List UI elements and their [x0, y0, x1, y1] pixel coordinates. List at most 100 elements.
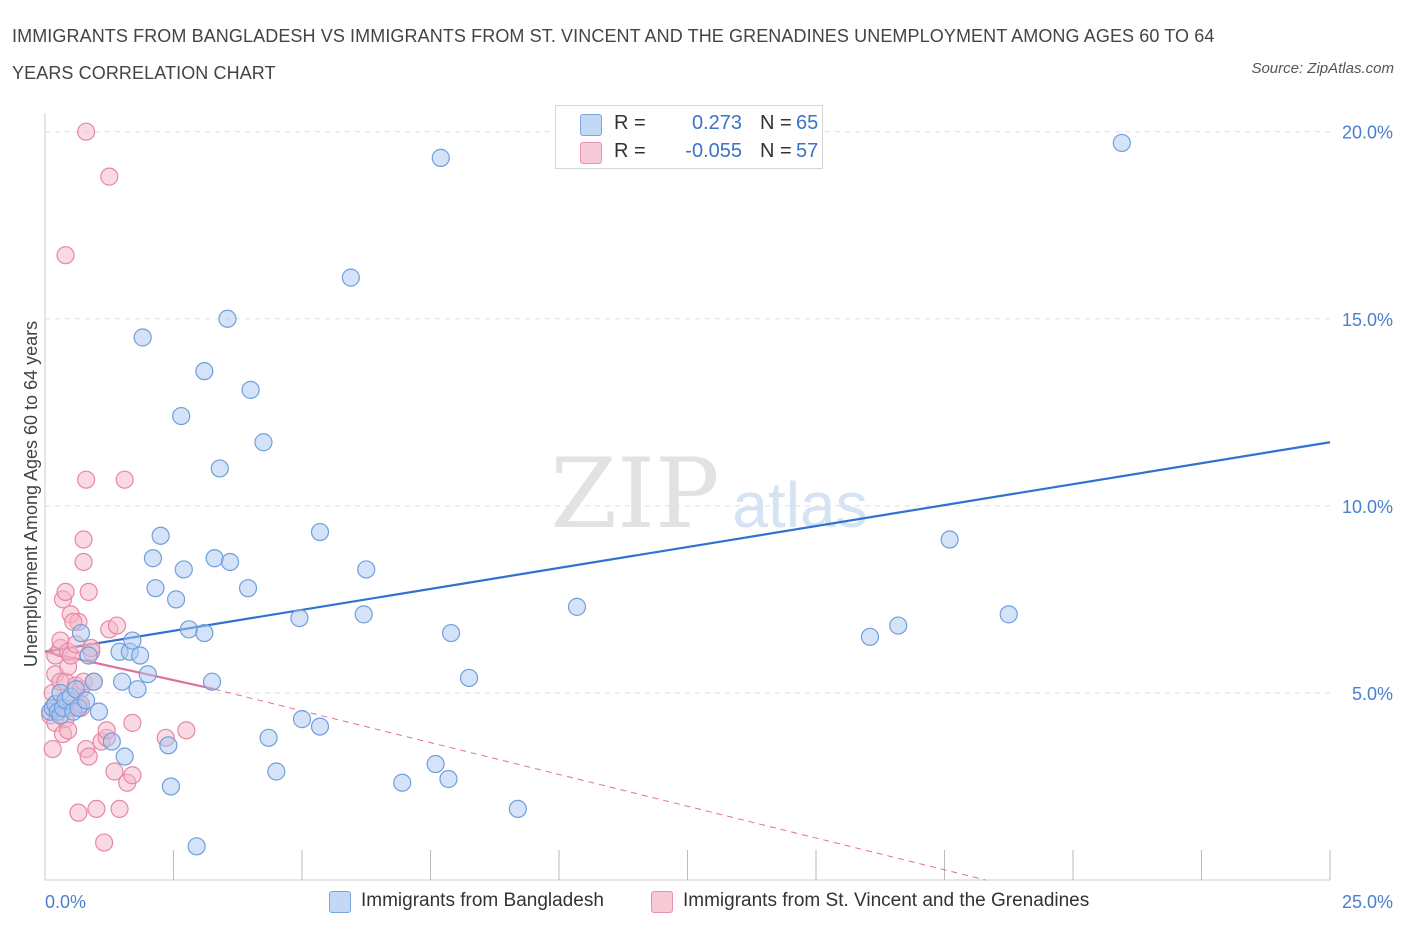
data-point-bangladesh	[172, 406, 191, 426]
data-point-bangladesh	[426, 754, 445, 774]
axis-labels: 5.0% 10.0% 15.0% 20.0% 0.0% 25.0% Unemployment…	[21, 123, 1393, 912]
legend-r-value: -0.055	[685, 140, 742, 162]
watermark: ZIP atlas	[550, 438, 867, 550]
legend-r-label: R =	[614, 140, 646, 162]
data-point-st-vincent	[77, 470, 96, 489]
data-point-bangladesh	[354, 605, 373, 624]
data-point-bangladesh	[999, 605, 1018, 624]
data-point-st-vincent	[107, 616, 127, 635]
data-point-bangladesh	[66, 680, 85, 699]
y-tick-label: 15.0%	[1342, 310, 1393, 330]
data-point-bangladesh	[115, 747, 134, 766]
trend-line-extension	[214, 688, 986, 881]
data-point-bangladesh	[159, 736, 178, 755]
grid-lines	[45, 131, 1330, 694]
data-point-bangladesh	[174, 560, 193, 579]
data-point-st-vincent	[43, 739, 62, 759]
legend-n-label: N =	[760, 112, 792, 134]
y-axis-title: Unemployment Among Ages 60 to 64 years	[21, 321, 41, 667]
data-point-st-vincent	[79, 582, 98, 602]
data-point-bangladesh	[71, 623, 91, 643]
data-point-bangladesh	[218, 309, 237, 328]
data-point-st-vincent	[95, 833, 114, 852]
data-point-st-vincent	[177, 721, 196, 740]
y-tick-label: 5.0%	[1352, 684, 1393, 704]
data-point-st-vincent	[69, 803, 88, 822]
legend-swatch-pink	[580, 142, 602, 164]
legend-r-value: 0.273	[691, 112, 742, 134]
data-point-bangladesh	[310, 522, 330, 542]
data-point-bangladesh	[940, 530, 959, 549]
data-point-st-vincent	[123, 713, 142, 732]
data-point-bangladesh	[567, 597, 587, 616]
data-point-bangladesh	[431, 148, 450, 167]
data-point-bangladesh	[220, 552, 240, 572]
x-tick-label: 25.0%	[1342, 892, 1393, 912]
y-tick-label: 20.0%	[1342, 123, 1393, 143]
data-point-st-vincent	[74, 530, 93, 549]
data-point-bangladesh	[310, 717, 330, 736]
data-point-bangladesh	[459, 668, 479, 688]
chart-title: IMMIGRANTS FROM BANGLADESH VS IMMIGRANTS…	[12, 26, 1215, 83]
legend-n-label: N =	[760, 140, 792, 162]
data-point-bangladesh	[130, 646, 150, 665]
series-swatch-pink	[651, 891, 673, 913]
data-points	[41, 122, 1131, 856]
data-point-st-vincent	[77, 122, 96, 141]
series-label: Immigrants from St. Vincent and the Gren…	[683, 890, 1090, 911]
data-point-bangladesh	[341, 268, 360, 287]
data-point-bangladesh	[151, 526, 170, 545]
data-point-bangladesh	[393, 773, 412, 792]
legend-swatch-blue	[580, 114, 602, 136]
data-point-bangladesh	[441, 623, 461, 643]
legend-r-label: R =	[614, 112, 646, 134]
data-point-bangladesh	[128, 680, 147, 699]
data-point-st-vincent	[115, 470, 134, 489]
data-point-st-vincent	[74, 552, 93, 572]
data-point-bangladesh	[112, 672, 132, 691]
series-swatch-blue	[329, 891, 351, 913]
data-point-bangladesh	[166, 590, 186, 609]
data-point-bangladesh	[102, 732, 121, 751]
legend-n-value: 57	[796, 140, 819, 162]
data-point-st-vincent	[56, 582, 75, 602]
legend-n-value: 65	[796, 112, 819, 134]
data-point-bangladesh	[195, 362, 214, 381]
data-point-bangladesh	[292, 710, 312, 729]
data-point-bangladesh	[89, 702, 109, 721]
data-point-bangladesh	[79, 646, 98, 665]
data-point-st-vincent	[110, 799, 129, 819]
x-tick-label: 0.0%	[45, 892, 86, 912]
data-point-bangladesh	[143, 549, 163, 568]
data-point-bangladesh	[439, 769, 458, 789]
watermark-zip: ZIP	[550, 438, 719, 550]
data-point-bangladesh	[138, 665, 157, 684]
data-point-bangladesh	[241, 380, 260, 399]
chart-source: Source: ZipAtlas.com	[1251, 60, 1394, 77]
y-tick-label: 10.0%	[1342, 497, 1393, 517]
data-point-bangladesh	[133, 328, 152, 347]
data-point-bangladesh	[210, 459, 229, 478]
data-point-bangladesh	[179, 620, 199, 639]
data-point-bangladesh	[123, 631, 142, 650]
trend-line	[44, 441, 1331, 653]
data-point-bangladesh	[77, 691, 96, 710]
data-point-st-vincent	[87, 799, 106, 819]
data-point-bangladesh	[146, 579, 165, 598]
data-point-st-vincent	[59, 721, 78, 740]
data-point-bangladesh	[202, 672, 222, 691]
data-point-bangladesh	[161, 777, 181, 796]
data-point-bangladesh	[195, 623, 214, 643]
data-point-bangladesh	[205, 549, 224, 568]
data-point-bangladesh	[267, 762, 286, 781]
data-point-bangladesh	[238, 579, 258, 598]
stats-legend: R = 0.273 N = 65 R = -0.055 N = 57	[555, 105, 823, 169]
series-label: Immigrants from Bangladesh	[361, 890, 604, 911]
watermark-atlas: atlas	[732, 469, 867, 541]
data-point-st-vincent	[56, 246, 75, 265]
data-point-bangladesh	[84, 672, 103, 691]
data-point-bangladesh	[860, 627, 880, 646]
data-point-bangladesh	[254, 433, 273, 452]
data-point-st-vincent	[100, 167, 119, 186]
